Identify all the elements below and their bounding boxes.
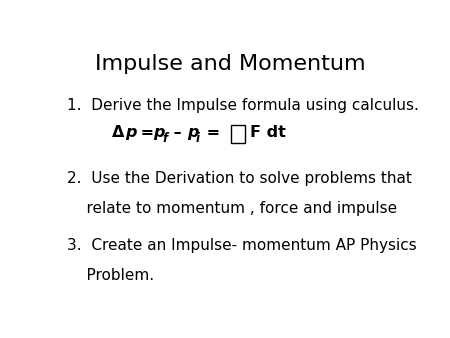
Text: =: = (135, 125, 159, 141)
Text: Δ: Δ (112, 125, 124, 141)
Text: –: – (168, 125, 187, 141)
Text: 3.  Create an Impulse- momentum AP Physics: 3. Create an Impulse- momentum AP Physic… (67, 238, 416, 254)
Text: p: p (187, 125, 198, 141)
Bar (231, 125, 245, 143)
Text: =: = (201, 125, 226, 141)
Text: F dt: F dt (250, 125, 286, 141)
Text: p: p (125, 125, 137, 141)
Text: Impulse and Momentum: Impulse and Momentum (95, 54, 366, 74)
Text: i: i (196, 132, 200, 145)
Text: 1.  Derive the Impulse formula using calculus.: 1. Derive the Impulse formula using calc… (67, 98, 418, 113)
Text: 2.  Use the Derivation to solve problems that: 2. Use the Derivation to solve problems … (67, 171, 412, 186)
Text: f: f (162, 132, 167, 145)
Text: relate to momentum , force and impulse: relate to momentum , force and impulse (67, 201, 397, 216)
Text: p: p (153, 125, 165, 141)
Text: Problem.: Problem. (67, 268, 154, 283)
